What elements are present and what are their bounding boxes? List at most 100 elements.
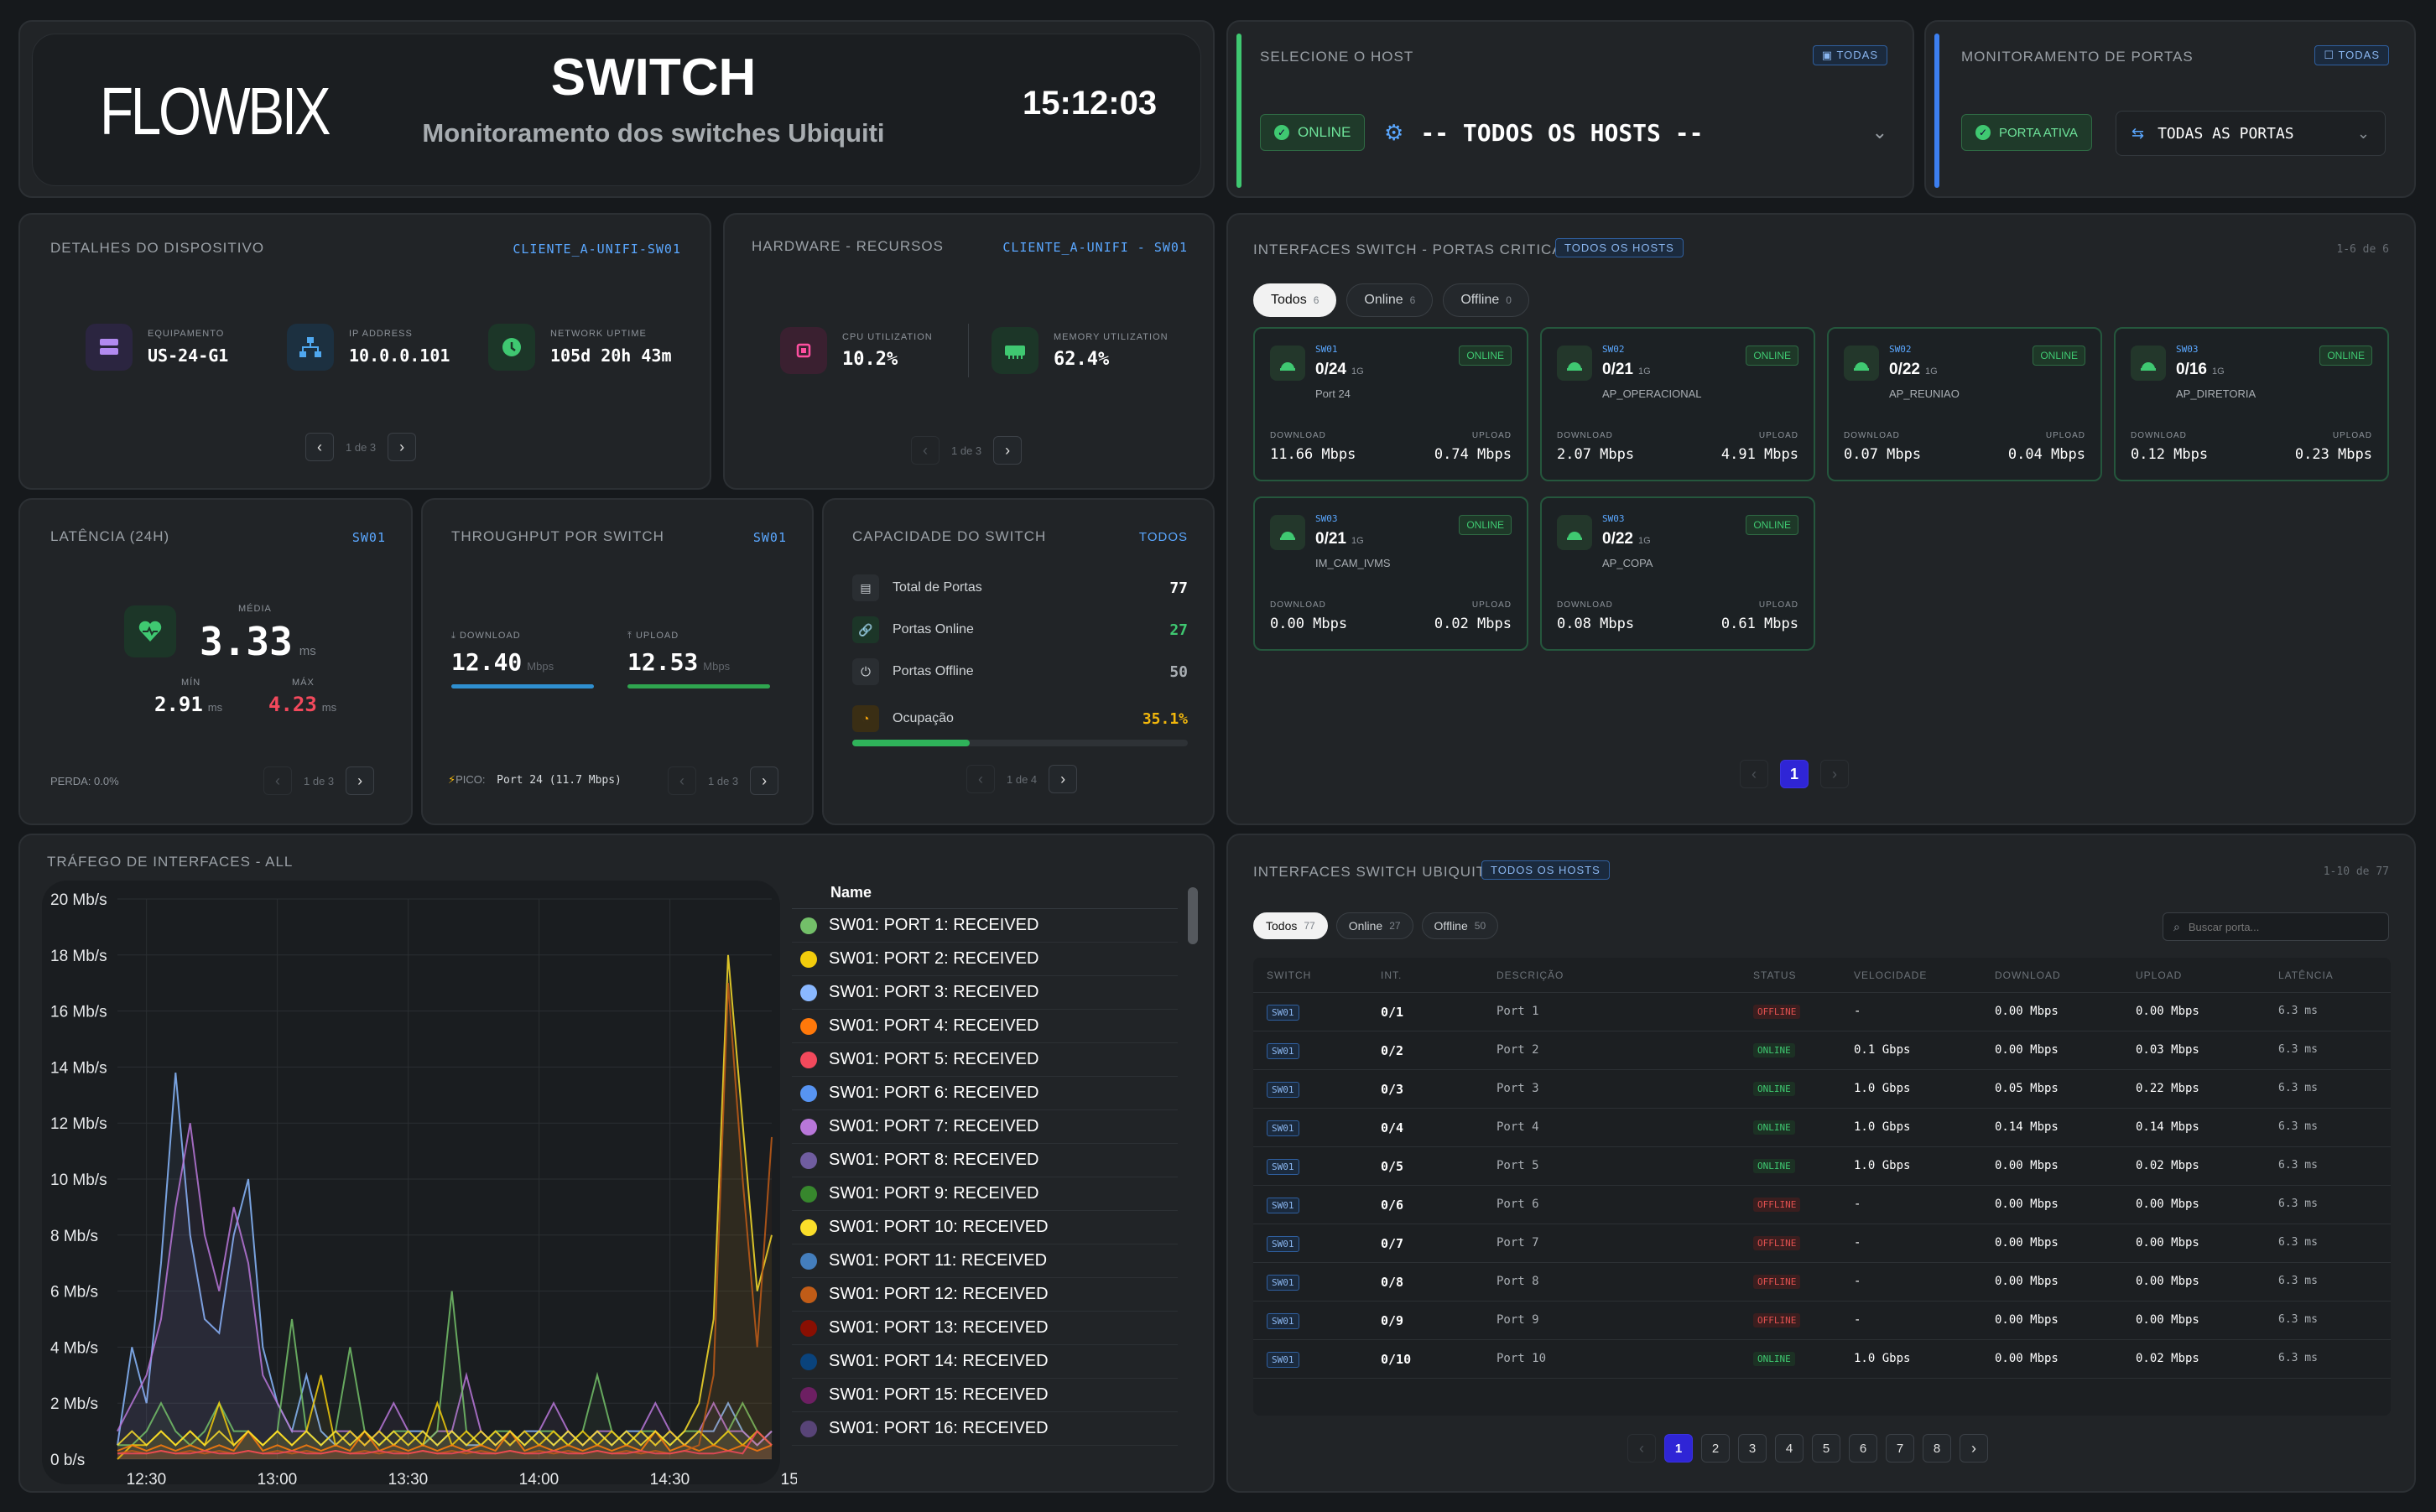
column-header[interactable]: DOWNLOAD [1995,969,2061,981]
legend-item[interactable]: SW01: PORT 13: RECEIVED [792,1312,1178,1345]
next-page-button[interactable]: › [1049,765,1078,793]
filter-todos[interactable]: Todos 6 [1253,283,1337,317]
filter-online[interactable]: Online 27 [1335,912,1413,939]
search-input[interactable] [2188,920,2373,933]
next-page-button[interactable]: › [1960,1434,1988,1463]
legend-item[interactable]: SW01: PORT 10: RECEIVED [792,1211,1178,1244]
column-header[interactable]: LATÊNCIA [2278,969,2334,981]
card-download-value: 2.07 Mbps [1557,446,1635,463]
prev-page-button[interactable]: ‹ [911,436,940,465]
legend-item[interactable]: SW01: PORT 1: RECEIVED [792,909,1178,943]
table-row[interactable]: SW01 0/8 Port 8 OFFLINE - 0.00 Mbps 0.00 Mbps 6… [1253,1263,2391,1302]
card-speed: 1G [1351,366,1364,377]
host-dropdown[interactable]: ⚙ -- TODOS OS HOSTS -- ⌄ [1384,111,1887,154]
legend-item[interactable]: SW01: PORT 9: RECEIVED [792,1177,1178,1211]
legend-swatch [800,1319,817,1337]
table-row[interactable]: SW01 0/6 Port 6 OFFLINE - 0.00 Mbps 0.00 Mbps 6… [1253,1186,2391,1224]
legend-item[interactable]: SW01: PORT 5: RECEIVED [792,1043,1178,1077]
table-row[interactable]: SW01 0/1 Port 1 OFFLINE - 0.00 Mbps 0.00 Mbps 6… [1253,993,2391,1031]
legend-item[interactable]: SW01: PORT 15: RECEIVED [792,1379,1178,1412]
critical-port-card[interactable]: SW02 0/21 1G AP_OPERACIONAL ONLINE DOWNLOAD UP… [1540,327,1815,481]
next-page-button[interactable]: › [388,433,417,461]
critical-port-card[interactable]: SW03 0/16 1G AP_DIRETORIA ONLINE DOWNLOAD UPLO… [2114,327,2389,481]
legend-item[interactable]: SW01: PORT 6: RECEIVED [792,1077,1178,1110]
port-monitor-badge[interactable]: ☐ TODAS [2314,45,2389,65]
table-row[interactable]: SW01 0/10 Port 10 ONLINE 1.0 Gbps 0.00 Mbps 0.… [1253,1340,2391,1379]
card-upload-value: 4.91 Mbps [1720,446,1798,463]
next-page-button[interactable]: › [993,436,1023,465]
legend-swatch [800,1386,817,1404]
page-button[interactable]: 1 [1664,1434,1693,1463]
row-upload: 0.00 Mbps [2136,1236,2199,1250]
filter-online[interactable]: Online 6 [1346,283,1434,317]
prev-page-button[interactable]: ‹ [1627,1434,1656,1463]
critical-port-card[interactable]: SW02 0/22 1G AP_REUNIAO ONLINE DOWNLOAD UPLOAD… [1827,327,2102,481]
next-page-button[interactable]: › [750,766,779,795]
next-page-button[interactable]: › [346,766,375,795]
host-select-badge[interactable]: ▣ TODAS [1812,45,1887,65]
critical-badge[interactable]: TODOS OS HOSTS [1555,238,1684,257]
prev-page-button[interactable]: ‹ [966,765,995,793]
page-button[interactable]: 3 [1738,1434,1767,1463]
next-page-button[interactable]: › [1820,760,1849,788]
legend-item[interactable]: SW01: PORT 14: RECEIVED [792,1345,1178,1379]
table-row[interactable]: SW01 0/3 Port 3 ONLINE 1.0 Gbps 0.05 Mbps 0.22… [1253,1070,2391,1109]
row-desc: Port 9 [1496,1313,1539,1327]
series-area [117,1123,772,1459]
card-speed: 1G [1637,536,1651,546]
legend-item[interactable]: SW01: PORT 16: RECEIVED [792,1412,1178,1446]
row-speed: 1.0 Gbps [1854,1352,1911,1365]
page-button[interactable]: 4 [1775,1434,1804,1463]
column-header[interactable]: UPLOAD [2136,969,2183,981]
check-circle-icon: ✓ [1975,125,1991,140]
page-button[interactable]: 7 [1886,1434,1914,1463]
legend-item[interactable]: SW01: PORT 3: RECEIVED [792,976,1178,1010]
page-button[interactable]: 5 [1812,1434,1840,1463]
port-status-label: PORTA ATIVA [1999,125,2078,140]
page-button[interactable]: 6 [1849,1434,1877,1463]
legend-item[interactable]: SW01: PORT 12: RECEIVED [792,1278,1178,1312]
filter-offline[interactable]: Offline 50 [1421,912,1499,939]
column-header[interactable]: STATUS [1753,969,1797,981]
prev-page-button[interactable]: ‹ [1740,760,1768,788]
legend-item[interactable]: SW01: PORT 2: RECEIVED [792,943,1178,976]
legend-item[interactable]: SW01: PORT 11: RECEIVED [792,1244,1178,1278]
column-header[interactable]: VELOCIDADE [1854,969,1928,981]
search-box[interactable]: ⌕ [2163,912,2389,941]
row-switch-badge: SW01 [1267,1043,1299,1059]
table-row[interactable]: SW01 0/2 Port 2 ONLINE 0.1 Gbps 0.00 Mbps 0.03… [1253,1031,2391,1070]
page-button[interactable]: 8 [1923,1434,1951,1463]
legend-item[interactable]: SW01: PORT 4: RECEIVED [792,1010,1178,1043]
card-description: IM_CAM_IVMS [1315,557,1391,569]
card-upload-label: UPLOAD [2332,431,2372,440]
critical-port-card[interactable]: SW03 0/22 1G AP_COPA ONLINE DOWNLOAD UPLOAD 0.0… [1540,496,1815,651]
prev-page-button[interactable]: ‹ [668,766,696,795]
row-desc: Port 4 [1496,1120,1539,1134]
legend-scrollbar[interactable] [1188,887,1198,944]
prev-page-button[interactable]: ‹ [305,433,334,461]
column-header[interactable]: INT. [1381,969,1403,981]
critical-port-card[interactable]: SW03 0/21 1G IM_CAM_IVMS ONLINE DOWNLOAD UPLOA… [1253,496,1528,651]
row-desc: Port 5 [1496,1159,1539,1172]
critical-port-card[interactable]: SW01 0/24 1G Port 24 ONLINE DOWNLOAD UPLOAD 11.… [1253,327,1528,481]
interfaces-badge[interactable]: TODOS OS HOSTS [1481,860,1610,880]
column-header[interactable]: DESCRIÇÃO [1496,969,1564,981]
legend-item[interactable]: SW01: PORT 8: RECEIVED [792,1144,1178,1177]
y-tick-label: 14 Mb/s [50,1059,107,1077]
row-latency: 6.3 ms [2278,1005,2318,1017]
prev-page-button[interactable]: ‹ [263,766,292,795]
memory-label: MEMORY UTILIZATION [1054,331,1169,342]
table-row[interactable]: SW01 0/5 Port 5 ONLINE 1.0 Gbps 0.00 Mbps 0.02… [1253,1147,2391,1186]
card-port-row: 0/24 1G [1315,361,1364,379]
page-button[interactable]: 2 [1701,1434,1730,1463]
legend-item[interactable]: SW01: PORT 7: RECEIVED [792,1110,1178,1144]
port-dropdown[interactable]: ⇆ TODAS AS PORTAS ⌄ [2116,111,2386,156]
table-row[interactable]: SW01 0/7 Port 7 OFFLINE - 0.00 Mbps 0.00 Mbps 6… [1253,1224,2391,1263]
filter-todos[interactable]: Todos 77 [1253,912,1328,939]
column-header[interactable]: SWITCH [1267,969,1312,981]
table-row[interactable]: SW01 0/4 Port 4 ONLINE 1.0 Gbps 0.14 Mbps 0.14… [1253,1109,2391,1147]
table-row[interactable]: SW01 0/9 Port 9 OFFLINE - 0.00 Mbps 0.00 Mbps 6… [1253,1302,2391,1340]
page-button-1[interactable]: 1 [1780,760,1809,788]
critical-ports-panel: INTERFACES SWITCH - PORTAS CRITICAS TODO… [1226,213,2416,825]
filter-offline[interactable]: Offline 0 [1443,283,1529,317]
